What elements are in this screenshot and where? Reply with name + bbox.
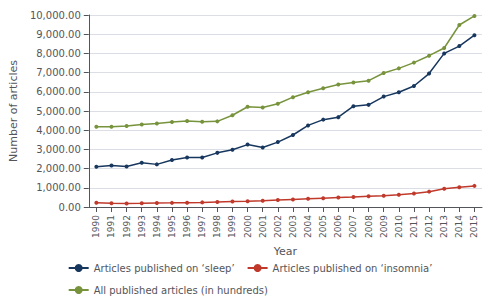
svg-text:0.00: 0.00: [59, 202, 81, 213]
svg-text:Articles published on ‘insomni: Articles published on ‘insomnia’: [273, 263, 433, 274]
svg-text:All published articles (in hun: All published articles (in hundreds): [94, 285, 268, 296]
svg-text:2001: 2001: [258, 215, 268, 238]
svg-text:1,000.00: 1,000.00: [36, 182, 81, 193]
svg-text:6,000.00: 6,000.00: [36, 86, 81, 97]
svg-text:10,000.00: 10,000.00: [30, 10, 81, 21]
svg-text:1996: 1996: [182, 215, 192, 238]
svg-text:1992: 1992: [122, 215, 132, 238]
svg-text:Articles published on ‘sleep’: Articles published on ‘sleep’: [94, 263, 235, 274]
svg-text:1990: 1990: [91, 215, 101, 238]
svg-text:2010: 2010: [394, 215, 404, 238]
svg-text:1998: 1998: [212, 215, 222, 238]
svg-text:2011: 2011: [409, 215, 419, 238]
svg-text:2006: 2006: [333, 215, 343, 238]
svg-text:2015: 2015: [469, 215, 479, 238]
svg-text:2002: 2002: [273, 215, 283, 238]
svg-text:Number of articles: Number of articles: [7, 60, 20, 162]
svg-text:2004: 2004: [303, 215, 313, 238]
svg-text:2012: 2012: [424, 215, 434, 238]
svg-text:1994: 1994: [152, 215, 162, 238]
svg-text:2008: 2008: [364, 215, 374, 238]
svg-text:9,000.00: 9,000.00: [36, 29, 81, 40]
svg-text:1995: 1995: [167, 215, 177, 238]
svg-text:1997: 1997: [197, 215, 207, 238]
svg-text:2009: 2009: [379, 215, 389, 238]
svg-text:2014: 2014: [454, 215, 464, 238]
svg-text:2005: 2005: [318, 215, 328, 238]
svg-text:4,000.00: 4,000.00: [36, 125, 81, 136]
svg-text:2013: 2013: [439, 215, 449, 238]
svg-text:1991: 1991: [106, 215, 116, 238]
svg-text:7,000.00: 7,000.00: [36, 67, 81, 78]
svg-text:1993: 1993: [137, 215, 147, 238]
svg-text:8,000.00: 8,000.00: [36, 48, 81, 59]
svg-text:2003: 2003: [288, 215, 298, 238]
svg-text:2,000.00: 2,000.00: [36, 163, 81, 174]
svg-text:5,000.00: 5,000.00: [36, 106, 81, 117]
svg-text:2000: 2000: [243, 215, 253, 238]
svg-text:1999: 1999: [227, 215, 237, 238]
svg-text:Year: Year: [273, 245, 298, 258]
svg-text:3,000.00: 3,000.00: [36, 144, 81, 155]
svg-text:2007: 2007: [348, 215, 358, 238]
